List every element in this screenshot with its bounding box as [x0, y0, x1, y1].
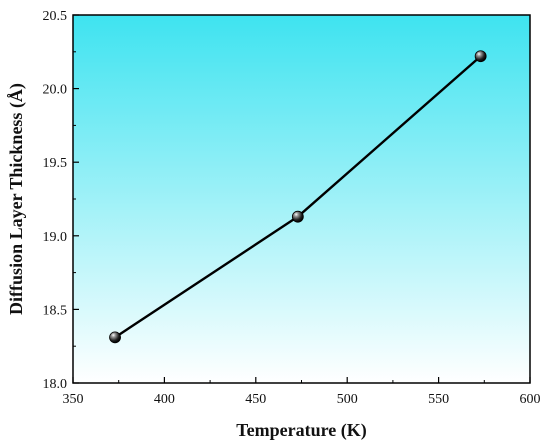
data-point — [291, 210, 304, 223]
x-tick-label: 400 — [154, 392, 175, 407]
y-tick-label: 18.0 — [43, 377, 68, 392]
plot-area — [73, 15, 530, 383]
x-axis-title: Temperature (K) — [236, 420, 366, 441]
x-tick-label: 350 — [63, 392, 84, 407]
y-tick-label: 19.0 — [43, 230, 68, 245]
y-tick-label: 20.5 — [43, 9, 68, 24]
x-tick-label: 500 — [337, 392, 358, 407]
y-tick-label: 18.5 — [43, 303, 68, 318]
tick-labels: 350 400 450 500 550 600 18.0 18.5 19.0 19.5 20.0 20… — [43, 9, 541, 407]
x-tick-label: 550 — [428, 392, 449, 407]
y-axis-title: Diffusion Layer Thickness (Å) — [6, 83, 27, 315]
y-tick-label: 20.0 — [43, 83, 68, 98]
data-point — [109, 331, 121, 344]
y-tick-label: 19.5 — [43, 156, 68, 171]
plot-frame — [72, 14, 531, 384]
x-tick-label: 450 — [245, 392, 266, 407]
x-tick-label: 600 — [520, 392, 541, 407]
data-point — [474, 50, 487, 63]
data-series — [109, 50, 487, 344]
